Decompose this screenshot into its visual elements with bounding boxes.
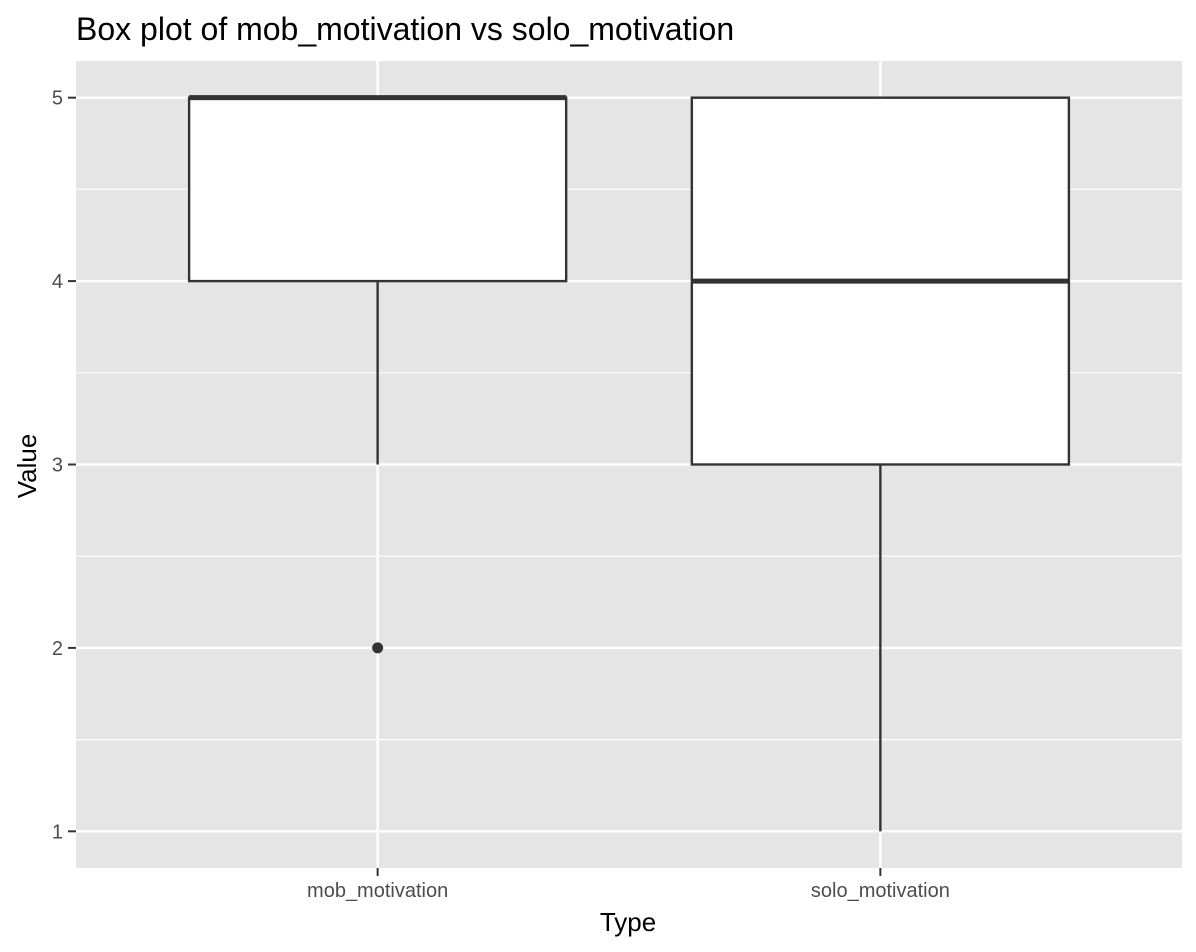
box-rect [187,96,568,283]
y-tick-label: 1 [52,821,63,843]
x-axis: mob_motivation solo_motivation [307,868,950,902]
y-axis-title: Value [12,434,42,499]
box-solo_motivation [690,96,1071,832]
chart-title: Box plot of mob_motivation vs solo_motiv… [76,11,734,47]
y-tick-label: 5 [52,88,63,110]
y-tick-label: 2 [52,638,63,660]
x-axis-title: Type [600,907,656,937]
y-axis: 1 2 3 4 5 [52,88,76,843]
box-mob_motivation [187,95,568,654]
x-tick-label: mob_motivation [307,880,448,902]
y-tick-label: 4 [52,271,63,293]
x-tick-label: solo_motivation [811,880,950,902]
y-tick-label: 3 [52,455,63,477]
outlier-point [372,642,384,654]
box-series [187,95,1071,832]
